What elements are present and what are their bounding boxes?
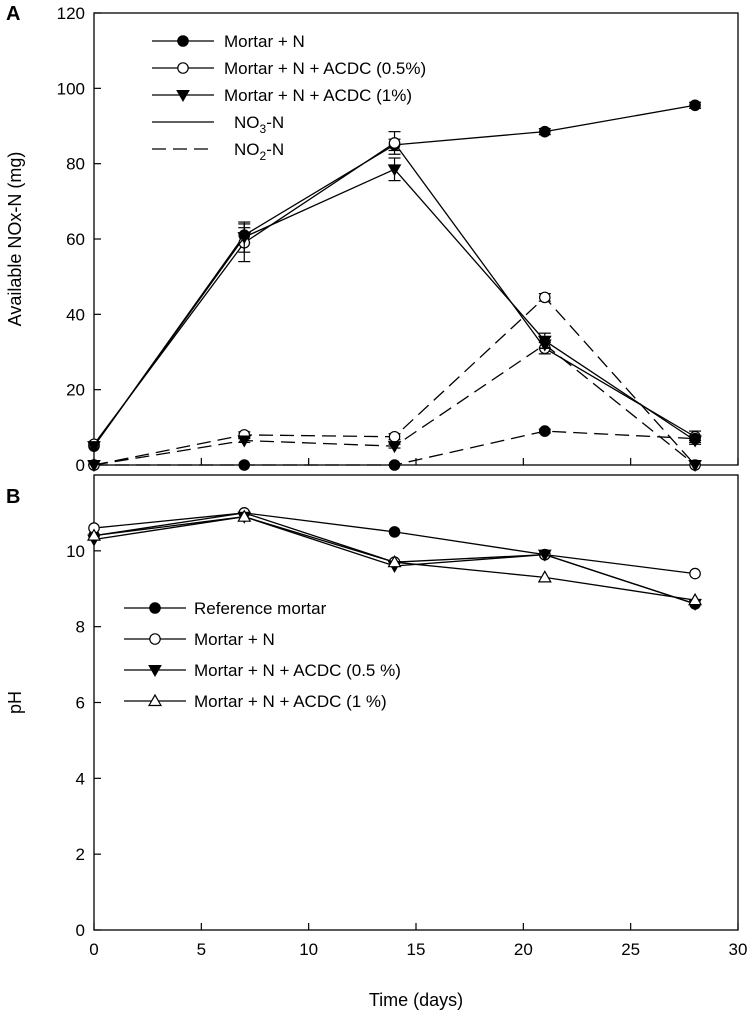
data-point [387, 164, 402, 177]
x-tick-label: 20 [514, 940, 533, 959]
legend-marker [149, 633, 161, 645]
legend: Mortar + N Mortar + N + ACDC (0.5%) Mortar… [152, 32, 426, 163]
data-point [87, 460, 101, 472]
legend-label-tail: -N [266, 113, 284, 132]
data-point [538, 291, 551, 304]
x-tick-label: 5 [197, 940, 206, 959]
legend-label-subscript: 3 [260, 122, 267, 136]
legend-label-main: NO [234, 140, 260, 159]
plot-frame [93, 474, 739, 931]
legend-label: Mortar + N + ACDC (0.5 %) [194, 661, 401, 680]
y-tick-label: 0 [76, 921, 85, 940]
y-tick-label: 40 [66, 305, 85, 324]
series-line [93, 142, 696, 445]
legend-marker [148, 665, 162, 677]
data-point [689, 99, 701, 112]
data-point [388, 430, 401, 443]
series-mortar-n-no2-n [88, 425, 702, 471]
data-point [387, 441, 402, 454]
x-axis-label: Time (days) [369, 990, 463, 1010]
legend-label-main: NO [234, 113, 260, 132]
data-point [537, 570, 552, 583]
y-tick-label: 10 [66, 542, 85, 561]
x-tick-label: 15 [407, 940, 426, 959]
data-point [538, 425, 551, 437]
legend-label: Mortar + N + ACDC (1%) [224, 86, 412, 105]
y-tick-label: 60 [66, 230, 85, 249]
data-point [237, 232, 252, 245]
data-point [537, 549, 552, 562]
data-point [688, 460, 702, 472]
panel-a: A 0 20 40 60 80 100 120 Available NOx-N (mg) Mort… [5, 3, 739, 475]
plot-frame [93, 12, 739, 466]
y-tick-label: 8 [76, 618, 85, 637]
panel-letter: A [6, 3, 20, 25]
legend-label: Mortar + N + ACDC (1 %) [194, 692, 387, 711]
y-tick-label: 20 [66, 381, 85, 400]
legend-marker [147, 693, 163, 707]
legend-label-tail: -N [266, 140, 284, 159]
data-point [388, 526, 401, 538]
data-point [237, 435, 252, 448]
y-tick-label: 2 [76, 845, 85, 864]
data-point [388, 459, 401, 471]
data-point [689, 432, 701, 445]
legend-marker [176, 90, 190, 102]
series-mortar-n-acdc-1- [86, 509, 703, 606]
data-point [688, 592, 703, 606]
data-point [86, 528, 102, 541]
data-point [537, 339, 552, 352]
y-axis-label: pH [5, 691, 25, 714]
data-point [237, 509, 252, 522]
legend-marker [177, 35, 189, 47]
y-tick-label: 0 [76, 456, 85, 475]
panel-b: B 0 2 4 6 8 10 0 5 10 15 20 25 30 pH Time (days) Referen… [5, 474, 748, 1010]
data-point [689, 567, 701, 580]
data-point [238, 459, 251, 471]
series-line [93, 168, 696, 447]
legend-label: Mortar + N [194, 630, 275, 649]
legend-label: Reference mortar [194, 599, 327, 618]
legend-marker [177, 62, 189, 74]
data-point [87, 441, 101, 454]
series-mortar-n-acdc-1--no2-n [87, 339, 702, 472]
legend-label: NO3-N [234, 113, 284, 136]
legend-label: NO2-N [234, 140, 284, 163]
data-point [538, 125, 551, 138]
y-tick-label: 100 [57, 79, 85, 98]
x-tick-label: 30 [729, 940, 748, 959]
y-tick-label: 80 [66, 155, 85, 174]
y-tick-label: 6 [76, 694, 85, 713]
legend-marker [149, 602, 161, 614]
y-tick-label: 4 [76, 769, 85, 788]
x-tick-label: 25 [621, 940, 640, 959]
y-axis-label: Available NOx-N (mg) [5, 152, 25, 327]
x-tick-label: 0 [89, 940, 98, 959]
series-mortar-n-acdc-1--no3-n [87, 157, 702, 454]
x-tick-label: 10 [299, 940, 318, 959]
legend-label-subscript: 2 [260, 149, 267, 163]
y-tick-label: 120 [57, 4, 85, 23]
legend: Reference mortar Mortar + N Mortar + N + A… [124, 599, 401, 711]
legend-label: Mortar + N [224, 32, 305, 51]
data-point [387, 555, 402, 568]
series-line [93, 104, 696, 447]
data-point [388, 137, 401, 149]
panel-letter: B [6, 486, 20, 508]
legend-label: Mortar + N + ACDC (0.5%) [224, 59, 426, 78]
